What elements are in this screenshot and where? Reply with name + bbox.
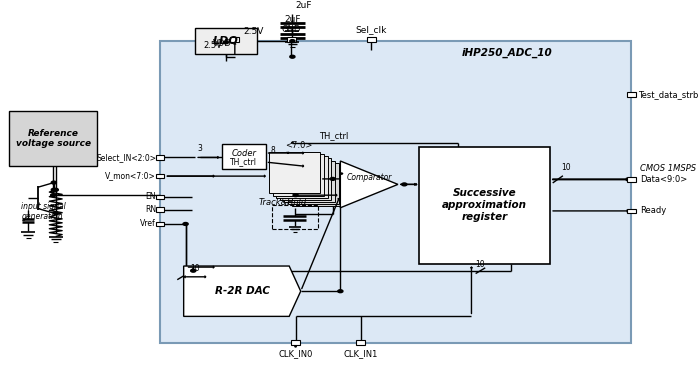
Bar [627,177,636,182]
Bar [627,92,636,97]
Circle shape [290,55,295,58]
Text: VDD: VDD [213,39,232,47]
Circle shape [223,41,228,44]
Circle shape [183,223,188,226]
Text: CLK_IN1: CLK_IN1 [344,349,378,358]
Bar [272,205,318,229]
Text: 2.5V: 2.5V [244,27,264,36]
Bar [292,165,343,206]
Circle shape [293,194,298,197]
Text: 3: 3 [197,144,202,153]
Bar [356,340,365,345]
Text: Sel_clk: Sel_clk [356,26,386,35]
Text: EN: EN [146,193,156,201]
Bar [269,152,320,193]
Bar [276,156,328,198]
Circle shape [330,177,335,180]
Bar [222,144,265,169]
Text: GND: GND [281,26,301,35]
Text: input signal
generation: input signal generation [20,202,65,221]
Bar [286,37,295,42]
Bar [156,174,164,178]
Bar [156,155,164,160]
Circle shape [338,290,343,293]
Text: Successive
approximation
register: Successive approximation register [442,188,527,221]
Circle shape [190,269,196,272]
Bar [291,340,300,345]
Circle shape [50,194,56,197]
Text: V_mon<7:0>: V_mon<7:0> [106,172,156,181]
Bar [156,195,164,199]
Circle shape [290,40,295,43]
Text: Coder: Coder [231,148,256,158]
Text: Comparator: Comparator [346,173,392,182]
Text: Track&Hold: Track&Hold [259,198,307,207]
Text: R-2R DAC: R-2R DAC [215,286,270,296]
Bar [156,221,164,226]
Circle shape [53,188,58,191]
Text: Ready: Ready [640,206,666,216]
Text: CMOS 1MSPS: CMOS 1MSPS [640,164,696,173]
Text: Vref: Vref [141,220,156,229]
Circle shape [51,188,57,191]
Bar [367,37,375,42]
Text: 2uF: 2uF [295,1,312,10]
Circle shape [402,183,407,186]
Text: 10: 10 [190,264,199,273]
Text: 10: 10 [561,163,570,172]
Bar [9,111,97,167]
Text: 8: 8 [271,146,275,155]
Bar [284,161,335,202]
Bar [160,40,631,343]
Bar [230,37,239,42]
Text: 2.5V: 2.5V [204,42,223,50]
Text: Test_data_strb: Test_data_strb [638,90,698,99]
Bar [156,207,164,212]
Text: LDO: LDO [213,36,239,46]
Text: Select_IN<2:0>: Select_IN<2:0> [96,153,156,162]
Text: Reference
voltage source: Reference voltage source [15,129,91,148]
Text: 2uF: 2uF [284,15,300,24]
Circle shape [51,181,57,184]
Circle shape [53,212,58,214]
Text: <7:0>: <7:0> [285,141,312,150]
Bar [195,28,257,54]
Text: iHP250_ADC_10: iHP250_ADC_10 [461,48,552,58]
Polygon shape [183,266,301,316]
Text: Data<9:0>: Data<9:0> [640,175,687,184]
Polygon shape [340,161,398,208]
Text: RN: RN [145,205,156,214]
Text: TH_ctrl: TH_ctrl [319,131,349,140]
Bar [419,147,550,263]
Bar [288,163,339,204]
Bar [272,154,323,196]
Bar [627,209,636,213]
Text: 10: 10 [475,260,485,269]
Text: TH_ctrl: TH_ctrl [230,158,258,167]
Bar [280,158,331,200]
Text: CLK_IN0: CLK_IN0 [279,349,313,358]
